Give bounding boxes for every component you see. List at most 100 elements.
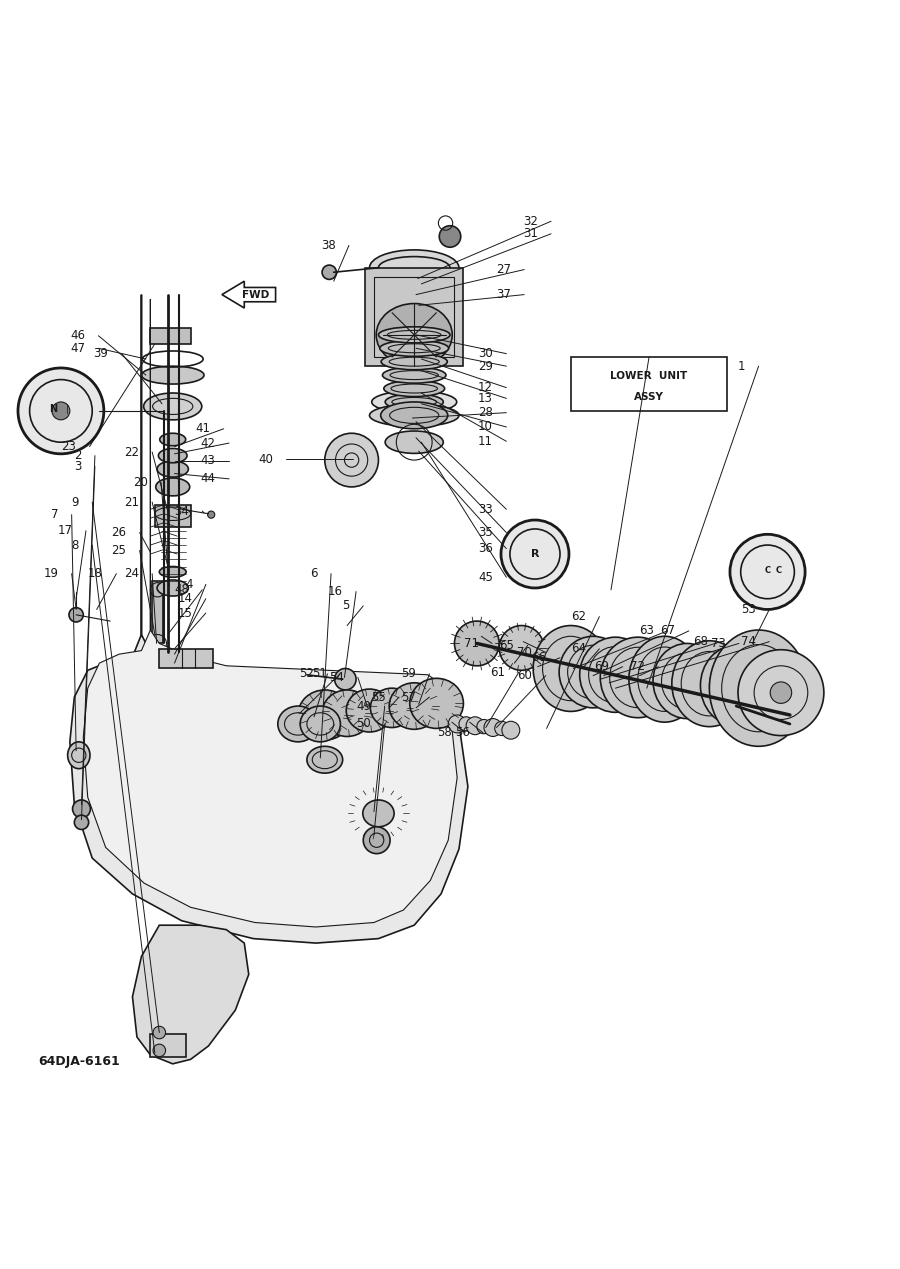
Text: 55: 55 [371,690,385,703]
Ellipse shape [385,431,444,453]
Ellipse shape [600,637,675,718]
Bar [152,581,163,643]
Text: R: R [531,549,539,560]
Text: 5: 5 [342,599,350,613]
Text: 48: 48 [174,584,189,596]
Text: 28: 28 [478,406,493,419]
Text: 65: 65 [500,638,515,652]
Text: 64: 64 [571,642,586,655]
Text: 50: 50 [356,717,372,731]
Text: 36: 36 [478,542,493,555]
Text: 53: 53 [742,603,756,615]
Ellipse shape [158,448,187,463]
Text: 16: 16 [328,585,343,598]
Ellipse shape [389,683,439,730]
Text: 56: 56 [454,726,470,740]
Circle shape [52,402,70,420]
Text: 23: 23 [61,440,76,453]
Text: 70: 70 [518,646,532,659]
Text: 30: 30 [478,348,493,360]
Ellipse shape [156,478,190,496]
Bar [150,1034,186,1057]
Text: 9: 9 [71,496,79,509]
Circle shape [208,511,215,518]
Text: ASSY: ASSY [634,392,664,402]
Ellipse shape [580,637,652,712]
Text: 63: 63 [639,624,654,637]
Text: 34: 34 [174,505,189,518]
Text: 38: 38 [320,239,336,253]
Circle shape [730,534,806,609]
Ellipse shape [653,643,721,718]
Text: 4: 4 [184,577,193,591]
Ellipse shape [159,566,186,577]
Text: 57: 57 [401,690,416,703]
Ellipse shape [158,461,188,477]
Text: N: N [49,404,57,414]
Text: 64DJA-6161: 64DJA-6161 [39,1056,121,1068]
Circle shape [448,714,466,733]
Text: 47: 47 [70,341,86,355]
Text: 13: 13 [478,392,493,405]
Polygon shape [132,925,248,1063]
Text: 21: 21 [123,496,139,509]
Text: 22: 22 [123,445,139,458]
Text: 12: 12 [478,381,493,395]
Text: 31: 31 [523,227,537,240]
Text: 27: 27 [496,263,511,277]
Text: 19: 19 [43,567,58,580]
Text: 33: 33 [478,503,493,515]
Circle shape [322,265,337,279]
Circle shape [73,799,90,817]
Ellipse shape [709,629,808,746]
Text: 2: 2 [74,449,82,462]
Bar [571,357,727,411]
Text: 44: 44 [201,472,216,485]
Text: 25: 25 [112,544,126,557]
Circle shape [364,827,390,854]
Text: 58: 58 [437,726,452,740]
Text: 46: 46 [70,329,86,343]
Text: 67: 67 [661,624,675,637]
Text: 8: 8 [71,538,79,552]
Ellipse shape [141,367,204,385]
Text: 49: 49 [356,699,372,713]
Ellipse shape [158,580,188,596]
Text: FWD: FWD [242,289,269,299]
Bar [159,648,213,669]
Circle shape [501,520,569,588]
Ellipse shape [301,706,340,742]
Text: 6: 6 [310,567,318,580]
Text: 35: 35 [478,527,493,539]
Polygon shape [70,294,468,943]
Text: 43: 43 [201,454,216,467]
Ellipse shape [370,250,459,286]
Text: 3: 3 [74,459,82,473]
Circle shape [18,368,104,454]
Ellipse shape [381,402,448,429]
Text: 54: 54 [329,671,345,684]
Circle shape [738,650,824,736]
Ellipse shape [160,433,185,445]
Text: 11: 11 [478,435,493,448]
Ellipse shape [278,706,318,742]
Bar [150,327,191,344]
Text: 41: 41 [195,423,211,435]
Text: 1: 1 [738,359,745,373]
Circle shape [477,720,491,733]
Ellipse shape [410,679,464,728]
Ellipse shape [363,799,394,827]
Text: 39: 39 [94,348,108,360]
Ellipse shape [307,746,343,773]
Text: 61: 61 [491,665,506,679]
Circle shape [770,681,792,703]
Text: 14: 14 [177,593,193,605]
Circle shape [484,718,502,736]
Text: 68: 68 [693,636,707,648]
Text: 71: 71 [464,637,479,650]
Circle shape [75,815,88,830]
Ellipse shape [671,641,747,727]
Circle shape [459,717,473,731]
Text: 52: 52 [299,667,314,680]
Circle shape [454,621,500,666]
